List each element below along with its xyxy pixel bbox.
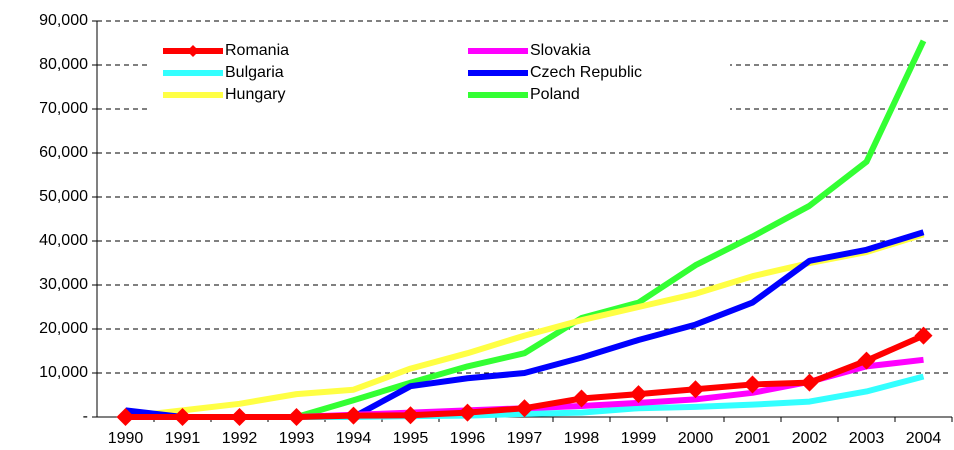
- y-tick-label: 20,000: [39, 320, 88, 337]
- legend-label: Bulgaria: [225, 64, 284, 81]
- y-tick-label: 40,000: [39, 232, 88, 249]
- series-line: [125, 229, 925, 420]
- point-marker: [116, 408, 135, 426]
- point-marker: [572, 389, 591, 408]
- point-marker: [344, 406, 363, 425]
- y-tick-label: 30,000: [39, 276, 88, 293]
- x-tick-label: 1995: [393, 430, 429, 447]
- legend-label: Slovakia: [530, 42, 591, 59]
- point-marker: [515, 399, 534, 418]
- y-tick-label: -: [83, 408, 88, 425]
- legend-marker: [187, 45, 199, 57]
- legend-label: Czech Republic: [530, 64, 642, 81]
- x-tick-label: 1990: [108, 430, 144, 447]
- y-tick-label: 80,000: [39, 56, 88, 73]
- point-marker: [686, 380, 705, 399]
- point-marker: [458, 403, 477, 422]
- point-marker: [857, 351, 876, 370]
- point-marker: [230, 408, 249, 426]
- x-tick-label: 1991: [165, 430, 201, 447]
- x-tick-label: 2001: [735, 430, 771, 447]
- x-tick-label: 1992: [222, 430, 258, 447]
- point-marker: [914, 326, 933, 345]
- y-tick-label: 10,000: [39, 364, 88, 381]
- x-tick-label: 1997: [507, 430, 543, 447]
- x-tick-label: 2003: [849, 430, 885, 447]
- legend-label: Poland: [530, 86, 580, 103]
- x-tick-label: 2002: [792, 430, 828, 447]
- x-tick-label: 1994: [336, 430, 372, 447]
- y-tick-label: 60,000: [39, 144, 88, 161]
- x-tick-label: 1999: [621, 430, 657, 447]
- point-marker: [743, 375, 762, 394]
- point-marker: [287, 408, 306, 426]
- series-line: [125, 231, 925, 420]
- legend-label: Romania: [225, 42, 289, 59]
- legend-box: [150, 36, 730, 126]
- x-tick-label: 1996: [450, 430, 486, 447]
- y-tick-label: 50,000: [39, 188, 88, 205]
- point-marker: [173, 408, 192, 426]
- y-tick-label: 90,000: [39, 12, 88, 29]
- point-marker: [401, 406, 420, 425]
- legend-label: Hungary: [225, 86, 285, 103]
- x-tick-label: 2004: [906, 430, 942, 447]
- x-tick-label: 2000: [678, 430, 714, 447]
- y-tick-label: 70,000: [39, 100, 88, 117]
- x-tick-label: 1998: [564, 430, 600, 447]
- point-marker: [629, 385, 648, 404]
- x-tick-label: 1993: [279, 430, 315, 447]
- point-marker: [800, 373, 819, 392]
